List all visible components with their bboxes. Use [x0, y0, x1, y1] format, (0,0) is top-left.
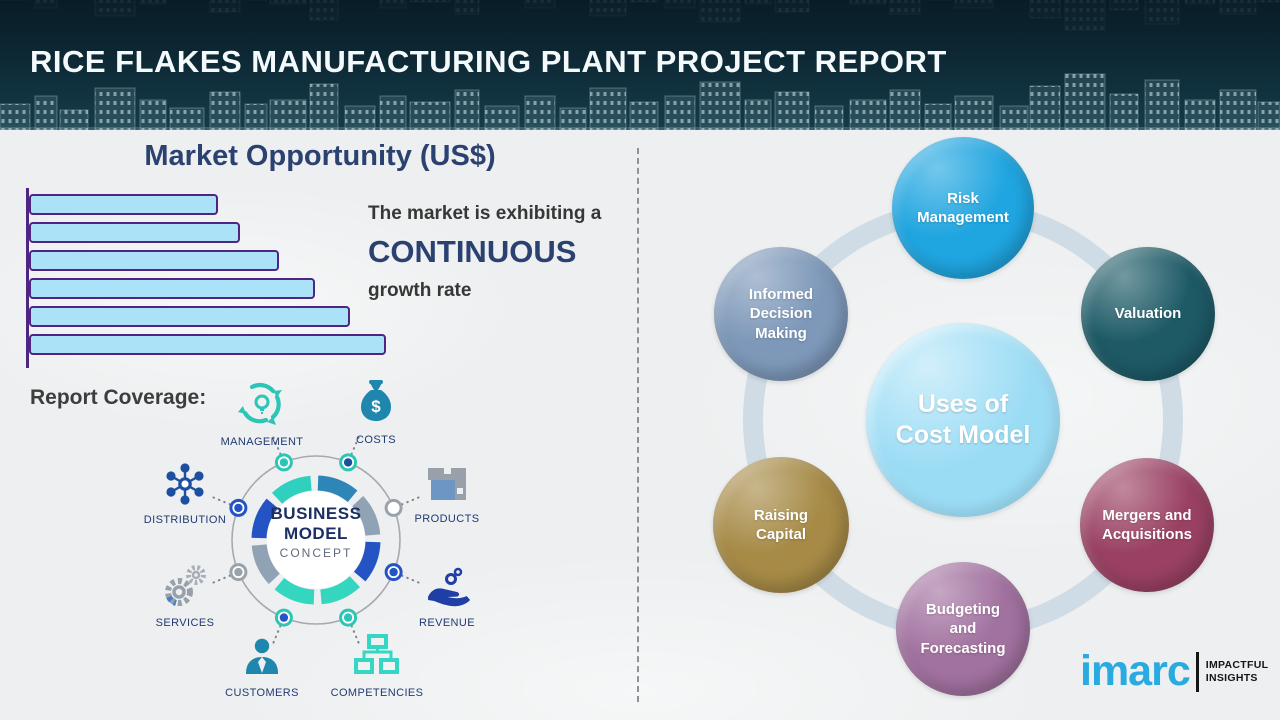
imarc-logo: imarc IMPACTFUL INSIGHTS	[1080, 650, 1268, 693]
market-opportunity-bar	[29, 222, 240, 243]
growth-text-line2: growth rate	[368, 280, 472, 301]
dashed-divider	[637, 148, 639, 702]
business-model-word2: MODEL	[284, 524, 348, 543]
svg-text:$: $	[371, 397, 381, 416]
satellite-risk-management: Risk Management	[892, 137, 1034, 279]
coverage-item-management: MANAGEMENT	[204, 379, 320, 448]
header-banner: RICE FLAKES MANUFACTURING PLANT PROJECT …	[0, 0, 1280, 130]
market-opportunity-bar	[29, 334, 386, 355]
hub-label: Uses of Cost Model	[895, 389, 1031, 449]
satellite-informed-decision-making: Informed Decision Making	[714, 247, 848, 381]
products-box-icon	[428, 468, 466, 500]
logo-tagline: IMPACTFUL INSIGHTS	[1206, 659, 1269, 684]
satellite-label: Mergers and Acquisitions	[1101, 506, 1192, 544]
satellite-label: Budgeting and Forecasting	[920, 600, 1006, 657]
market-opportunity-bar-chart	[29, 194, 386, 362]
city-skyline-graphic	[0, 0, 1280, 130]
services-gears-icon	[165, 565, 206, 606]
coverage-item-competencies: COMPETENCIES	[319, 634, 435, 699]
business-model-word1: BUSINESS	[270, 504, 362, 523]
coverage-item-services: SERVICES	[127, 564, 243, 629]
market-opportunity-title: Market Opportunity (US$)	[144, 140, 496, 172]
business-model-center-label: BUSINESS MODEL CONCEPT	[236, 504, 396, 560]
satellite-mergers-acquisitions: Mergers and Acquisitions	[1080, 458, 1214, 592]
money-bag-icon: $	[361, 380, 391, 421]
coverage-item-revenue: REVENUE	[389, 566, 505, 629]
market-opportunity-bar	[29, 306, 351, 327]
business-model-ring-diagram	[211, 435, 421, 645]
logo-divider-bar	[1195, 651, 1199, 692]
coverage-label-management: MANAGEMENT	[220, 436, 304, 448]
coverage-label-customers: CUSTOMERS	[225, 687, 299, 699]
coverage-label-competencies: COMPETENCIES	[330, 687, 424, 699]
market-opportunity-bar	[29, 250, 279, 271]
bar-chart-axis	[26, 188, 29, 368]
org-chart-icon	[354, 634, 399, 674]
revenue-hand-coins-icon	[428, 567, 471, 607]
satellite-raising-capital: Raising Capital	[713, 457, 849, 593]
satellite-label: Informed Decision Making	[748, 285, 814, 342]
growth-text-emphasis: CONTINUOUS	[368, 234, 577, 269]
distribution-network-icon	[166, 463, 204, 505]
coverage-label-services: SERVICES	[155, 617, 215, 629]
customer-person-icon	[246, 638, 278, 674]
coverage-item-products: PRODUCTS	[389, 464, 505, 525]
satellite-budgeting-forecasting: Budgeting and Forecasting	[896, 562, 1030, 696]
coverage-label-revenue: REVENUE	[419, 617, 475, 629]
management-cycle-icon	[238, 382, 282, 425]
logo-tagline-line2: INSIGHTS	[1205, 671, 1258, 684]
satellite-valuation: Valuation	[1081, 247, 1215, 381]
growth-text-line1: The market is exhibiting a	[368, 203, 602, 224]
market-opportunity-bar	[29, 278, 315, 299]
satellite-label: Raising Capital	[753, 506, 809, 544]
coverage-label-distribution: DISTRIBUTION	[143, 514, 227, 526]
report-coverage-heading: Report Coverage:	[30, 386, 207, 409]
coverage-label-costs: COSTS	[356, 434, 396, 446]
coverage-label-products: PRODUCTS	[414, 513, 480, 525]
market-opportunity-bar	[29, 194, 219, 215]
coverage-item-distribution: DISTRIBUTION	[127, 463, 243, 526]
imarc-logo-wordmark: imarc	[1080, 647, 1191, 695]
page-title: RICE FLAKES MANUFACTURING PLANT PROJECT …	[30, 44, 947, 79]
growth-text-block: The market is exhibiting a CONTINUOUS gr…	[368, 203, 638, 302]
coverage-item-costs: $ COSTS	[318, 379, 434, 446]
logo-tagline-line1: IMPACTFUL	[1205, 658, 1269, 671]
business-model-word3: CONCEPT	[279, 546, 353, 560]
satellite-label: Valuation	[1114, 305, 1182, 323]
uses-of-cost-model-hub: Uses of Cost Model	[866, 323, 1060, 517]
satellite-label: Risk Management	[917, 189, 1009, 227]
coverage-item-customers: CUSTOMERS	[204, 636, 320, 699]
